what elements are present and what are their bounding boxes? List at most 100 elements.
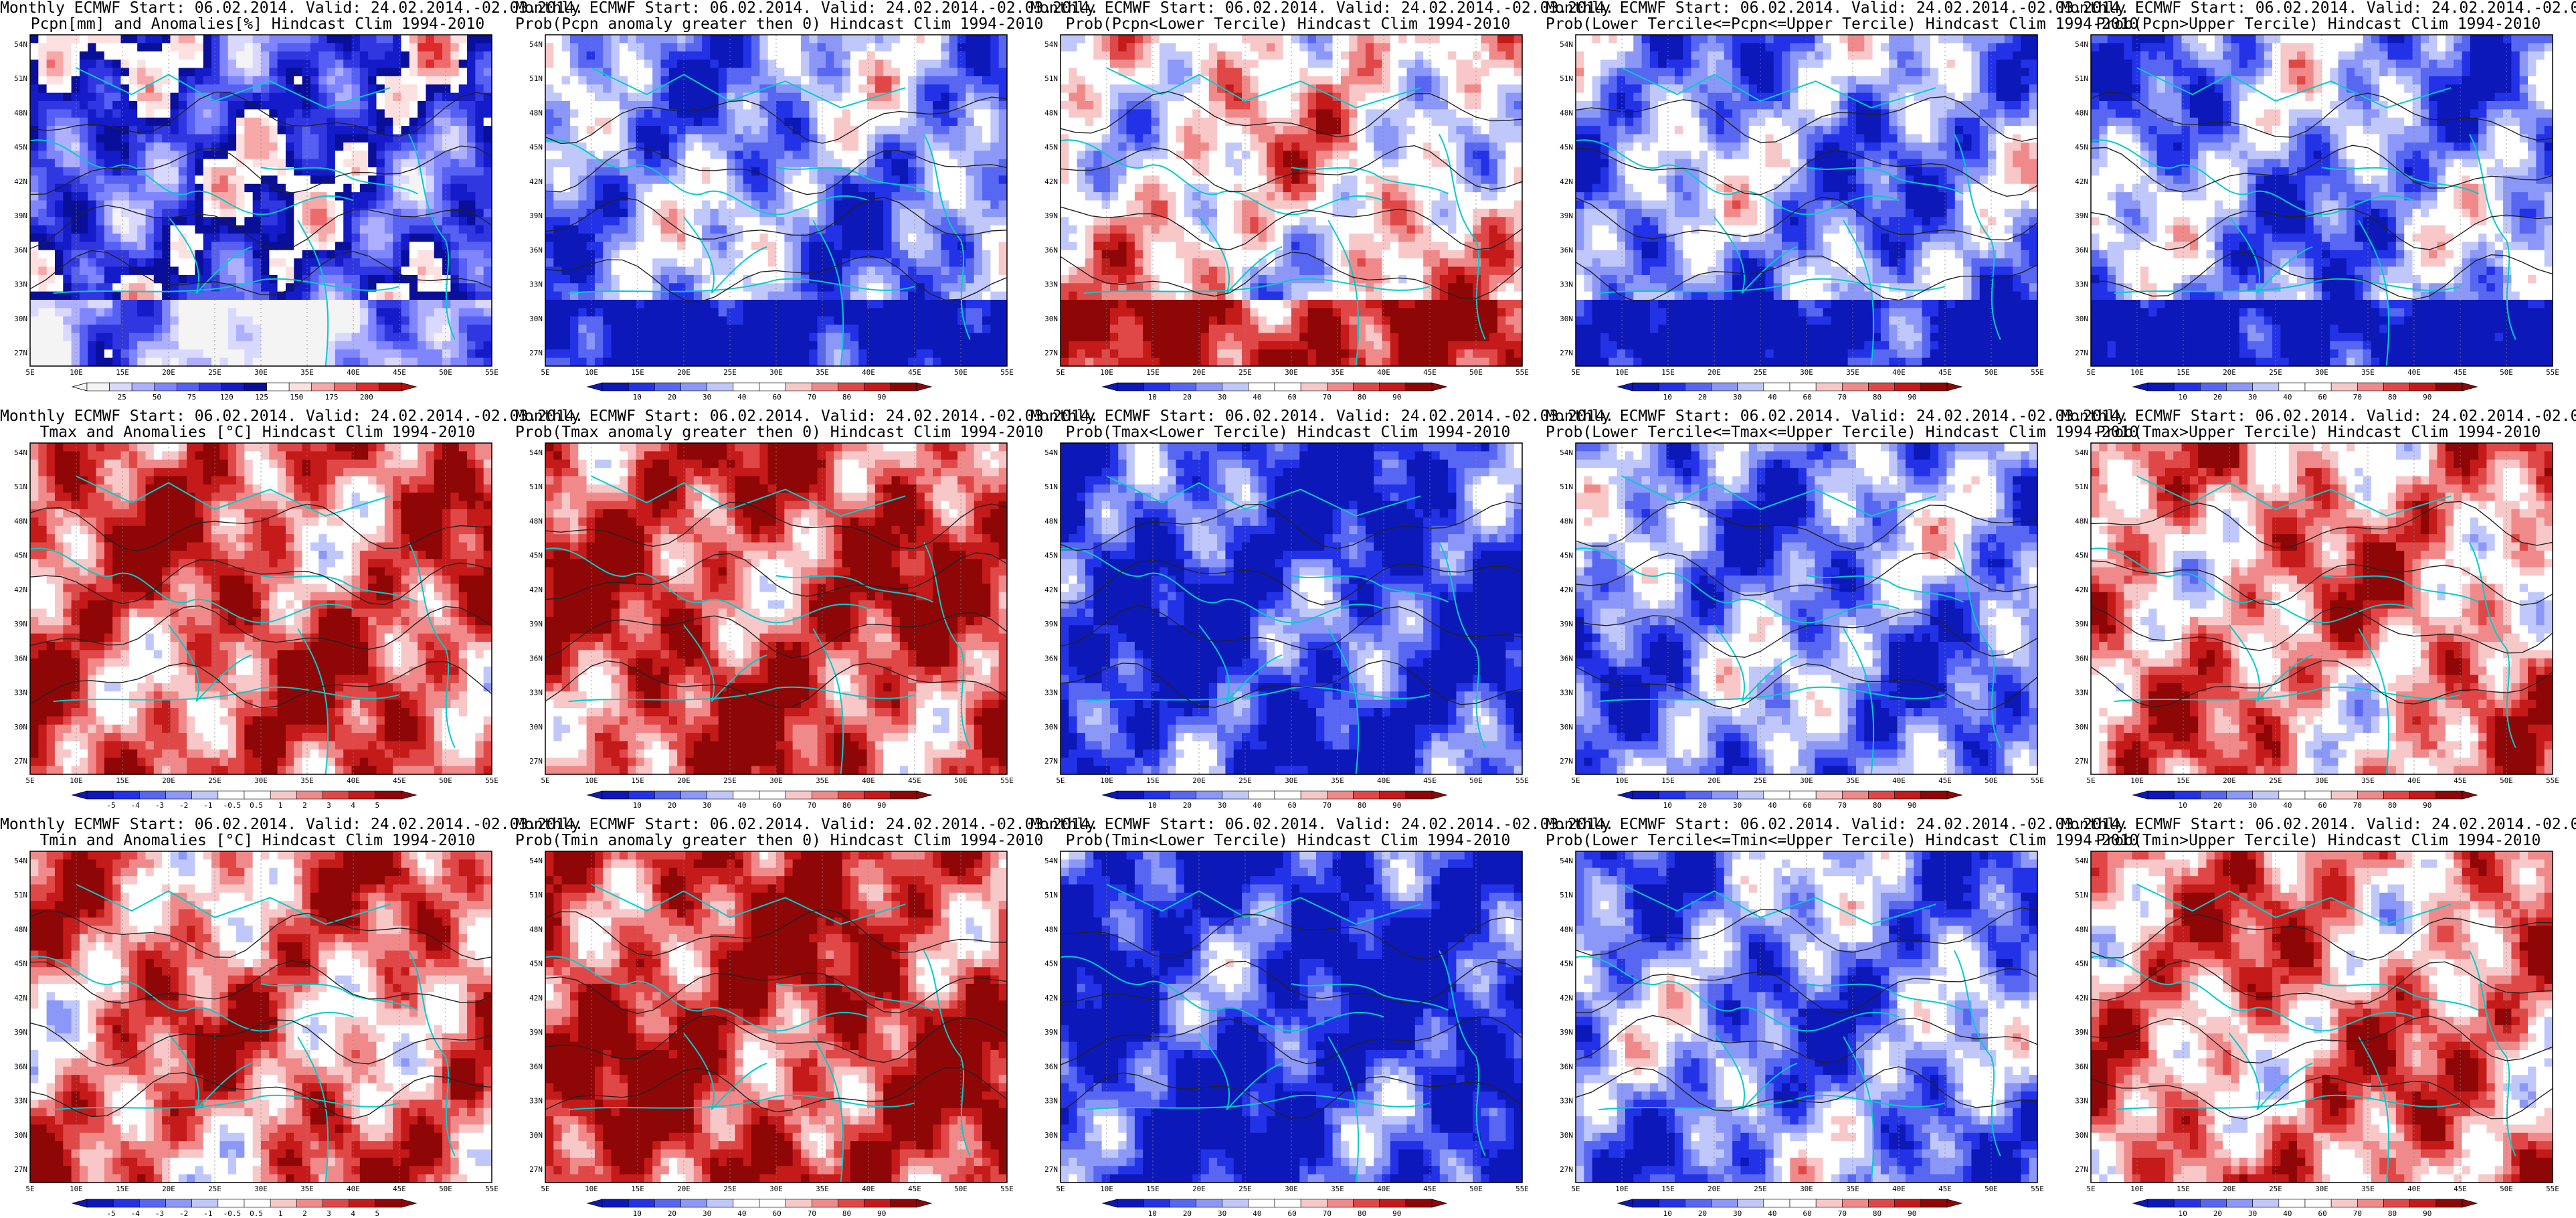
colorbar-tick-label: 200 <box>360 393 373 402</box>
lon-tick-label: 10E <box>585 776 598 785</box>
colorbar-tick-label: 30 <box>2248 801 2257 810</box>
lat-tick-label: 42N <box>529 994 543 1003</box>
lon-tick-label: 40E <box>2407 368 2421 377</box>
colorbar-tick-label: 70 <box>2353 393 2362 402</box>
colorbar-tick-label: 90 <box>1908 1209 1916 1218</box>
colorbar-tick-label: -1 <box>203 801 212 810</box>
lon-tick-label: 15E <box>116 776 129 785</box>
lat-tick-label: 51N <box>2075 74 2088 83</box>
colorbar-tick-label: 30 <box>703 393 711 402</box>
colorbar-tick-label: 80 <box>1358 1209 1366 1218</box>
lat-tick-label: 30N <box>1560 1131 1573 1140</box>
colorbar-tick-label: 1 <box>278 801 283 810</box>
colorbar-tick-label: 40 <box>2283 393 2292 402</box>
lon-tick-label: 40E <box>1377 368 1390 377</box>
forecast-map-panel: Monthly ECMWF Start: 06.02.2014. Valid: … <box>1546 408 2061 810</box>
colorbar-tick-label: 90 <box>1908 801 1916 810</box>
lat-tick-label: 42N <box>1560 177 1573 186</box>
lat-tick-label: 45N <box>529 143 543 152</box>
lon-tick-label: 15E <box>631 1185 644 1193</box>
lon-tick-label: 15E <box>116 368 129 377</box>
colorbar-tick-label: 50 <box>153 393 161 402</box>
lat-tick-label: 30N <box>529 315 543 323</box>
colorbar-tick-label: 1 <box>278 1209 283 1218</box>
lat-tick-label: 39N <box>1044 211 1058 220</box>
colorbar-tick-label: 90 <box>2423 393 2431 402</box>
colorbar-tick-label: 90 <box>877 801 886 810</box>
lon-tick-label: 50E <box>954 776 968 785</box>
lon-tick-label: 10E <box>1100 776 1113 785</box>
lon-tick-label: 40E <box>1377 1185 1390 1193</box>
lon-tick-label: 20E <box>162 776 175 785</box>
colorbar-tick-label: -5 <box>107 1209 116 1218</box>
colorbar-tick-label: 40 <box>737 393 746 402</box>
lon-tick-label: 55E <box>1515 1185 1529 1193</box>
lon-tick-label: 40E <box>862 776 875 785</box>
lon-tick-label: 50E <box>2500 1185 2513 1193</box>
colorbar-tick-label: -3 <box>155 1209 164 1218</box>
colorbar-tick-label: 10 <box>1663 393 1672 402</box>
forecast-map-panel: Monthly ECMWF Start: 06.02.2014. Valid: … <box>1030 408 1546 810</box>
colorbar-tick-label: -5 <box>107 801 116 810</box>
lon-tick-label: 10E <box>1615 368 1629 377</box>
lat-tick-label: 33N <box>14 1097 27 1106</box>
colorbar-tick-label: -4 <box>131 1209 141 1218</box>
lon-tick-label: 50E <box>954 368 968 377</box>
lon-tick-label: 45E <box>1423 1185 1437 1193</box>
lat-tick-label: 54N <box>14 448 27 457</box>
lat-tick-label: 45N <box>2075 960 2088 968</box>
lon-tick-label: 45E <box>393 368 406 377</box>
lon-tick-label: 35E <box>1846 368 1859 377</box>
lon-tick-label: 40E <box>347 1185 360 1193</box>
lat-tick-label: 39N <box>529 1028 543 1037</box>
lat-tick-label: 48N <box>14 925 27 934</box>
forecast-map-panel: Monthly ECMWF Start: 06.02.2014. Valid: … <box>0 408 515 810</box>
colorbar-tick-label: 30 <box>1733 801 1742 810</box>
colorbar-tick-label: 0.5 <box>250 1209 263 1218</box>
colorbar-tick-label: 30 <box>2248 1209 2257 1218</box>
lat-tick-label: 42N <box>14 994 27 1003</box>
lat-tick-label: 45N <box>2075 551 2088 560</box>
lon-tick-label: 25E <box>2269 368 2282 377</box>
lon-tick-label: 45E <box>2454 368 2467 377</box>
lat-tick-label: 48N <box>1044 925 1058 934</box>
lon-tick-label: 35E <box>2361 368 2375 377</box>
lat-tick-label: 42N <box>14 586 27 594</box>
lat-tick-label: 51N <box>1044 891 1058 899</box>
lat-tick-label: 48N <box>1560 108 1573 117</box>
colorbar-tick-label: 30 <box>2248 393 2257 402</box>
lat-tick-label: 48N <box>529 925 543 934</box>
lat-tick-label: 48N <box>1044 517 1058 525</box>
colorbar-tick-label: 70 <box>1838 801 1847 810</box>
lon-tick-label: 30E <box>2315 368 2328 377</box>
lat-tick-label: 51N <box>1044 74 1058 83</box>
lat-tick-label: 30N <box>2075 1131 2088 1140</box>
lat-tick-label: 30N <box>14 723 27 731</box>
lon-tick-label: 20E <box>2223 368 2236 377</box>
lon-tick-label: 50E <box>1469 1185 1483 1193</box>
lat-tick-label: 51N <box>14 891 27 899</box>
lat-tick-label: 39N <box>14 620 27 628</box>
lon-tick-label: 55E <box>485 1185 498 1193</box>
lon-tick-label: 20E <box>1192 368 1206 377</box>
lat-tick-label: 54N <box>1560 448 1573 457</box>
colorbar-tick-label: 20 <box>1698 801 1707 810</box>
lat-tick-label: 33N <box>1560 1097 1573 1106</box>
colorbar-tick-label: 70 <box>2353 801 2362 810</box>
lat-tick-label: 54N <box>529 448 543 457</box>
lat-tick-label: 48N <box>14 108 27 117</box>
lat-tick-label: 51N <box>2075 891 2088 899</box>
lon-tick-label: 55E <box>2546 1185 2559 1193</box>
lon-tick-label: 5E <box>25 368 34 377</box>
lon-tick-label: 45E <box>1938 776 1952 785</box>
lat-tick-label: 45N <box>529 960 543 968</box>
lat-tick-label: 42N <box>2075 994 2088 1003</box>
lon-tick-label: 5E <box>2086 776 2095 785</box>
lon-tick-label: 50E <box>954 1185 968 1193</box>
lat-tick-label: 42N <box>1044 177 1058 186</box>
lat-tick-label: 27N <box>2075 1165 2088 1174</box>
colorbar-tick-label: 30 <box>1733 1209 1742 1218</box>
